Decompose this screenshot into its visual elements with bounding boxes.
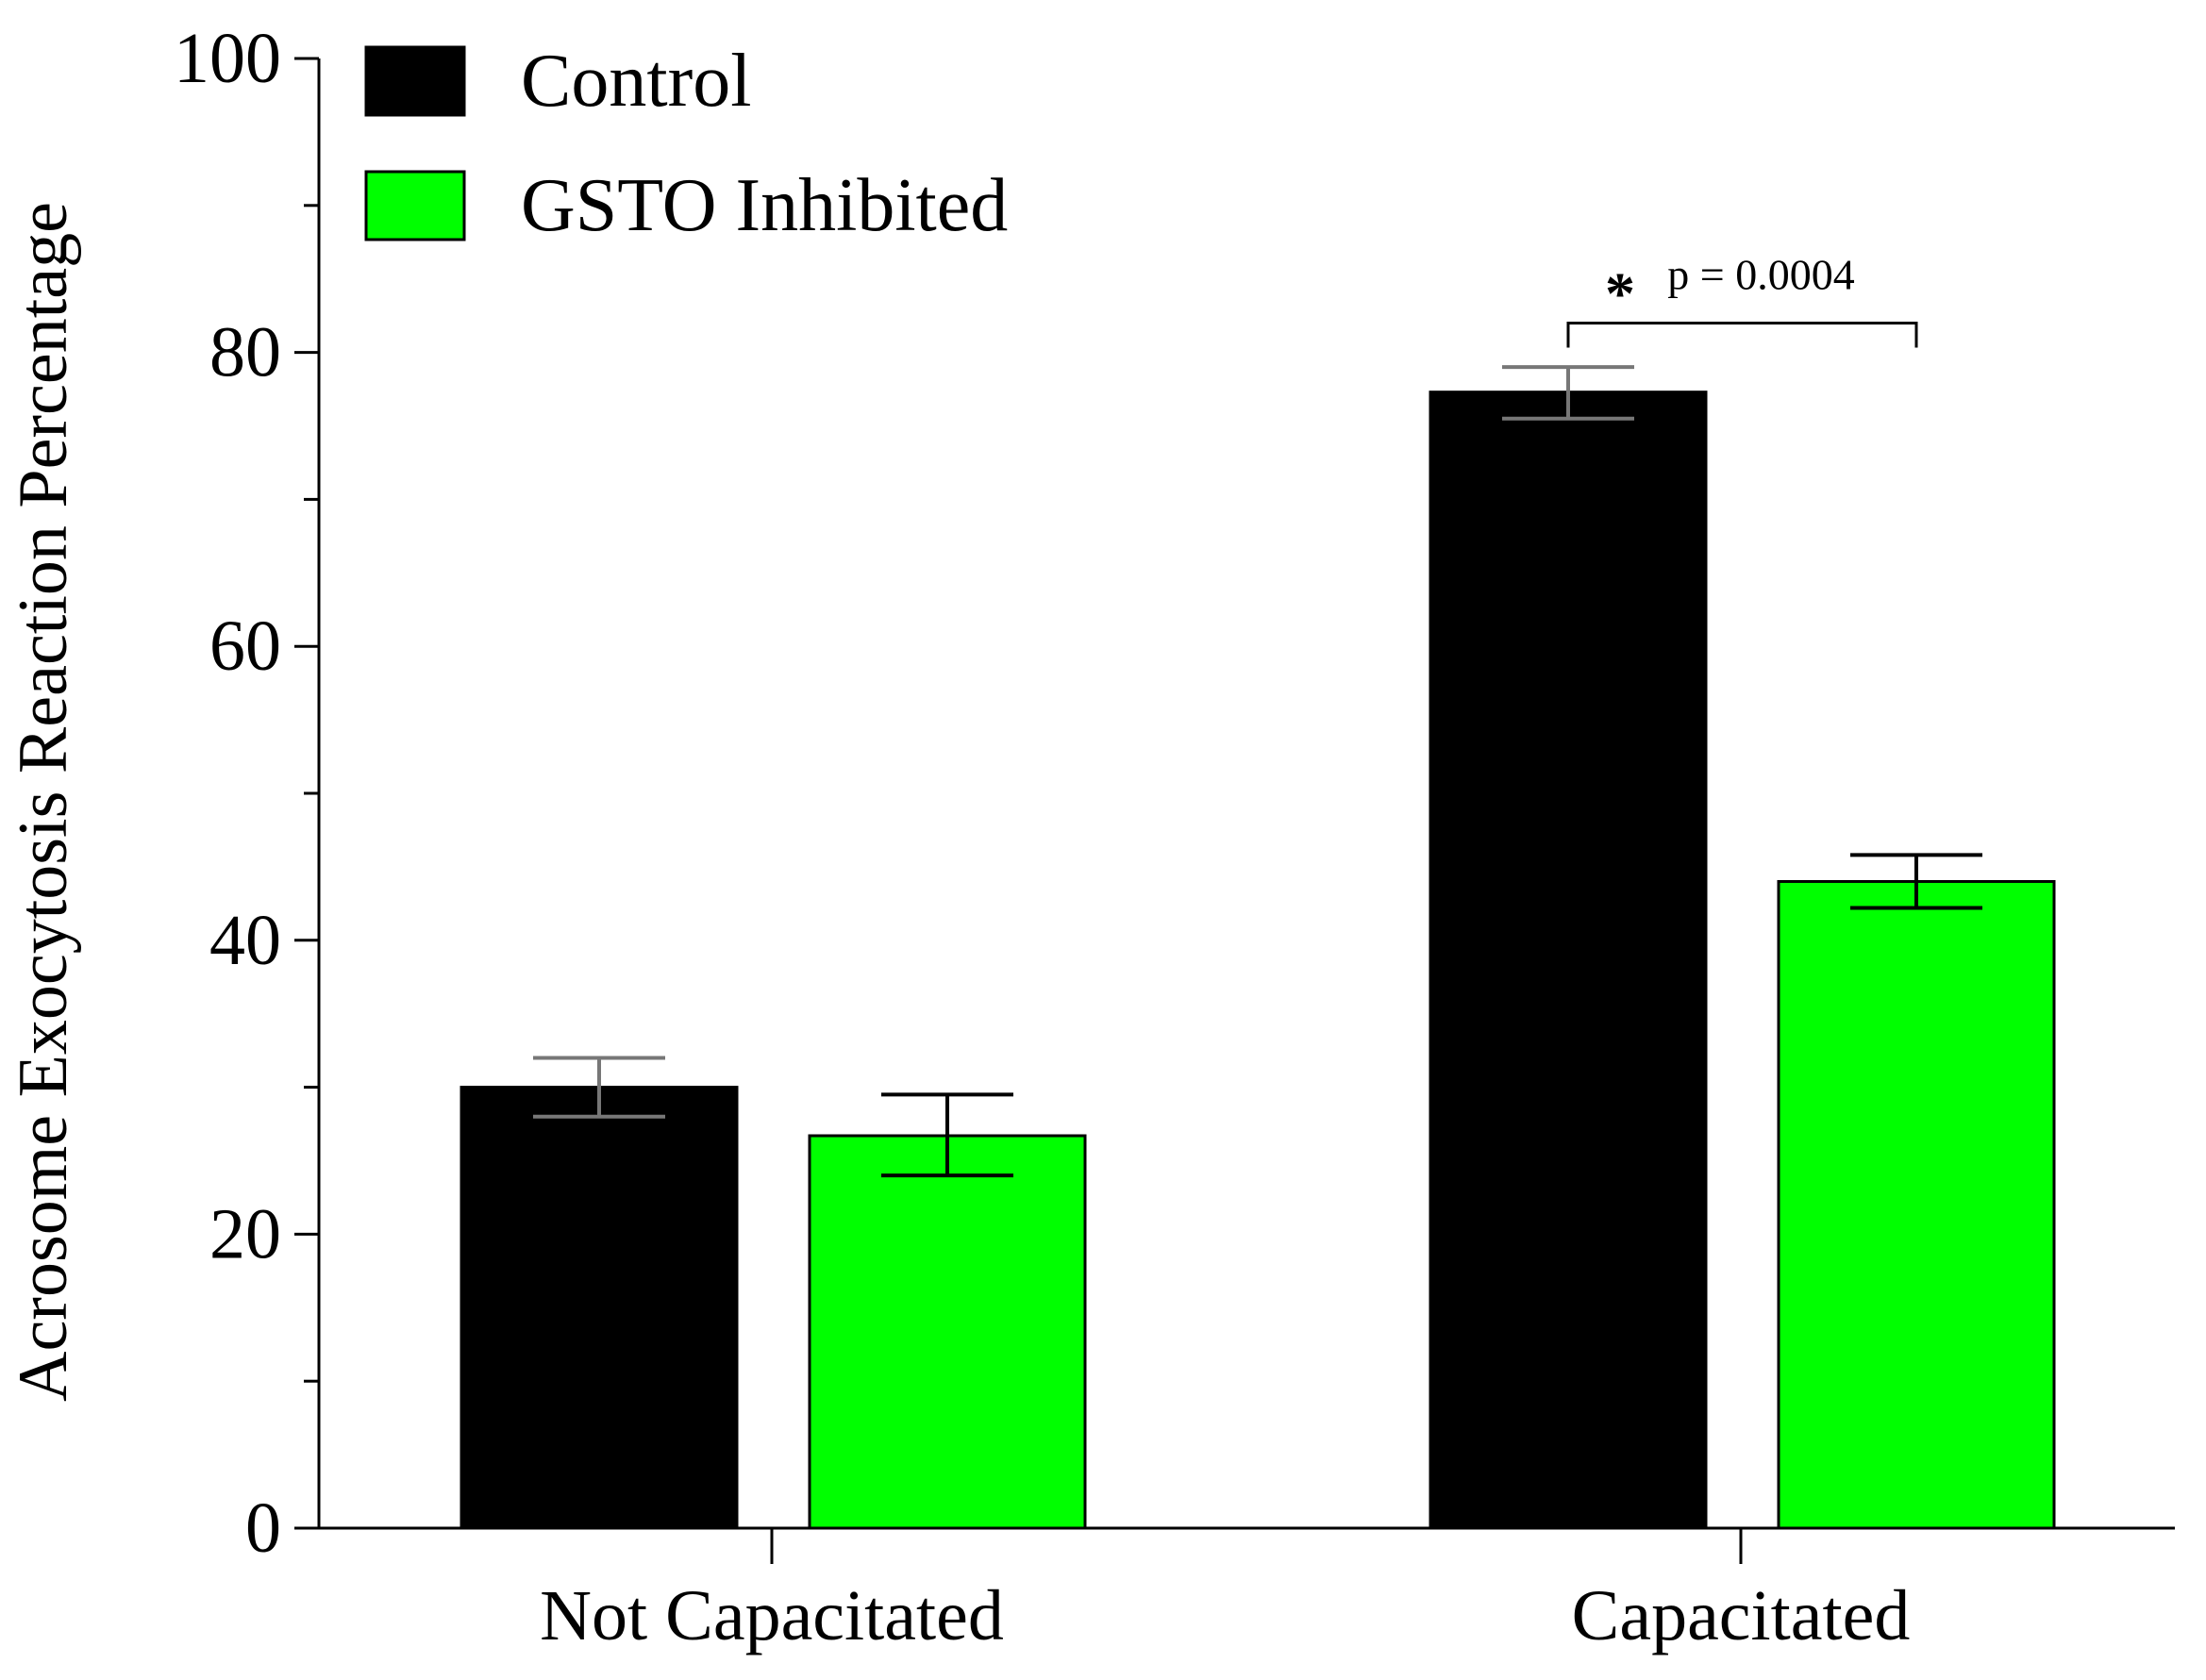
- y-tick-label: 80: [209, 313, 281, 392]
- legend-swatch-gsto-inhibited: [364, 170, 466, 241]
- y-axis-label: Acrosome Exocytosis Reaction Percentage: [5, 202, 82, 1402]
- legend-label-control: Control: [521, 40, 751, 123]
- bar-gsto-inhibited-not-capacitated: [808, 1134, 1087, 1530]
- x-category-label: Not Capacitated: [540, 1576, 1004, 1655]
- y-tick-label: 40: [209, 901, 281, 980]
- y-tick-label: 20: [209, 1194, 281, 1273]
- legend: Control GSTO Inhibited: [364, 40, 1008, 247]
- y-tick-label: 100: [174, 19, 281, 98]
- bars-group: [460, 391, 2056, 1530]
- significance-star: *: [1605, 259, 1635, 326]
- axes: 0 20 40 60 80 100 Not Capacitated Capacitated Ac…: [5, 19, 2175, 1655]
- bar-control-capacitated: [1429, 391, 1708, 1530]
- legend-label-gsto-inhibited: GSTO Inhibited: [521, 164, 1008, 247]
- y-tick-label: 60: [209, 607, 281, 686]
- annotations-group: * p = 0.0004: [1566, 250, 1918, 348]
- significance-bracket: [1566, 321, 1918, 348]
- bar-gsto-inhibited-capacitated: [1777, 879, 2056, 1530]
- legend-swatch-control: [364, 45, 466, 117]
- x-category-label: Capacitated: [1572, 1576, 1911, 1655]
- bar-control-not-capacitated: [460, 1086, 739, 1530]
- p-value-label: p = 0.0004: [1667, 250, 1854, 298]
- error-bars-group: [533, 365, 1982, 1178]
- y-tick-label: 0: [245, 1489, 281, 1568]
